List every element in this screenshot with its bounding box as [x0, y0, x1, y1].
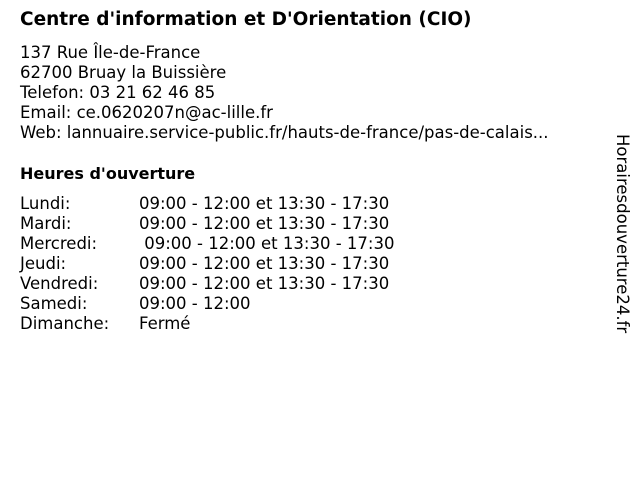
- day-label: Mercredi:: [20, 234, 98, 253]
- hours-row-saturday: Samedi: 09:00 - 12:00: [20, 294, 394, 314]
- hours-heading: Heures d'ouverture: [20, 164, 196, 183]
- time-value: Fermé: [139, 314, 191, 333]
- time-value: 09:00 - 12:00 et 13:30 - 17:30: [139, 194, 390, 213]
- day-label: Lundi:: [20, 194, 71, 213]
- day-label: Vendredi:: [20, 274, 99, 293]
- time-value: 09:00 - 12:00 et 13:30 - 17:30: [139, 214, 390, 233]
- street-address: 137 Rue Île-de-France: [20, 43, 201, 62]
- day-label: Jeudi:: [20, 254, 67, 273]
- watermark: Horairesdouverture24.fr: [613, 134, 632, 334]
- day-label: Dimanche:: [20, 314, 110, 333]
- page-title: Centre d'information et D'Orientation (C…: [20, 9, 472, 30]
- day-label: Samedi:: [20, 294, 88, 313]
- time-value: 09:00 - 12:00 et 13:30 - 17:30: [139, 254, 390, 273]
- hours-row-wednesday: Mercredi: 09:00 - 12:00 et 13:30 - 17:30: [20, 234, 394, 254]
- time-value: 09:00 - 12:00 et 13:30 - 17:30: [139, 234, 395, 253]
- phone: Telefon: 03 21 62 46 85: [20, 83, 216, 102]
- website: Web: lannuaire.service-public.fr/hauts-d…: [20, 123, 549, 142]
- time-value: 09:00 - 12:00 et 13:30 - 17:30: [139, 274, 390, 293]
- hours-row-friday: Vendredi: 09:00 - 12:00 et 13:30 - 17:30: [20, 274, 394, 294]
- day-label: Mardi:: [20, 214, 72, 233]
- hours-row-monday: Lundi: 09:00 - 12:00 et 13:30 - 17:30: [20, 194, 394, 214]
- hours-row-tuesday: Mardi: 09:00 - 12:00 et 13:30 - 17:30: [20, 214, 394, 234]
- hours-table: Lundi: 09:00 - 12:00 et 13:30 - 17:30 Mar…: [20, 194, 394, 334]
- hours-row-thursday: Jeudi: 09:00 - 12:00 et 13:30 - 17:30: [20, 254, 394, 274]
- city: 62700 Bruay la Buissière: [20, 63, 227, 82]
- contact-info: 137 Rue Île-de-France 62700 Bruay la Bui…: [20, 43, 549, 143]
- email: Email: ce.0620207n@ac-lille.fr: [20, 103, 273, 122]
- time-value: 09:00 - 12:00: [139, 294, 251, 313]
- hours-row-sunday: Dimanche: Fermé: [20, 314, 394, 334]
